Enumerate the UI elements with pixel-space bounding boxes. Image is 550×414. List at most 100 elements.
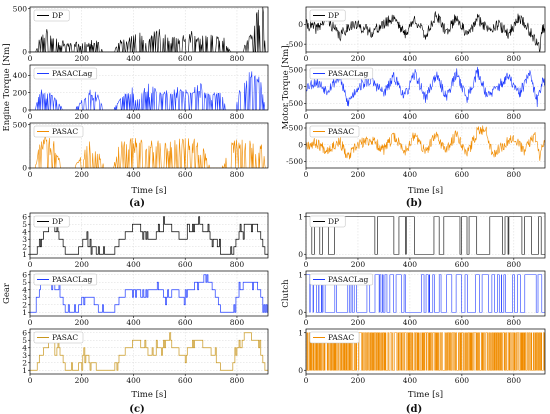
x-tick-label: 200	[75, 54, 90, 63]
series-line	[306, 66, 545, 108]
series-dp	[306, 11, 545, 52]
x-tick-label: 400	[403, 376, 418, 385]
y-tick-label: 0	[22, 48, 27, 57]
series-line	[30, 332, 268, 371]
axes-frame	[305, 64, 546, 111]
x-tick-label: 0	[304, 260, 309, 269]
y-axis-label: Motor Torque [Nm]	[281, 45, 291, 129]
y-tick-label: 0	[298, 82, 303, 91]
legend-box	[309, 125, 360, 138]
series-pasaclag	[306, 66, 545, 108]
series-line	[30, 136, 268, 168]
x-tick-label: 400	[126, 260, 141, 269]
panel-a: Engine Torque [Nm] Time [s] 0 500 0 200 400 600…	[2, 4, 269, 196]
legend-box	[33, 125, 84, 138]
y-tick-label: 5	[22, 220, 27, 229]
y-tick-label: 6	[22, 270, 27, 279]
x-tick-label: 800	[507, 376, 522, 385]
legend-box	[309, 331, 360, 344]
subplot-pasaclag: 0 200 400 0 200 400 600 800 PASACLag	[13, 64, 269, 121]
x-tick-label: 0	[304, 112, 309, 121]
subplot-dp: 0 500 0 200 400 600 800 DP	[13, 4, 269, 63]
series-line	[306, 274, 545, 313]
x-tick-label: 200	[351, 170, 366, 179]
x-tick-label: 600	[178, 376, 193, 385]
y-tick-label: 1	[22, 308, 27, 317]
y-tick-label: 0	[22, 106, 27, 115]
series-line	[30, 274, 268, 313]
series-dp	[30, 7, 268, 52]
y-tick-label: 0	[298, 140, 303, 149]
x-tick-label: 200	[75, 112, 90, 121]
x-tick-label: 400	[126, 54, 141, 63]
y-tick-label: 1	[298, 212, 303, 221]
x-tick-label: 0	[304, 376, 309, 385]
panel-label-d: (d)	[406, 404, 422, 414]
y-tick-label: 5	[22, 336, 27, 345]
x-tick-label: 800	[230, 318, 245, 327]
series-pasaclag	[30, 274, 268, 313]
y-tick-label: -500	[286, 99, 303, 108]
y-tick-label: 500	[13, 120, 28, 129]
x-tick-label: 600	[178, 170, 193, 179]
series-pasac	[30, 136, 268, 168]
x-tick-label: 200	[351, 54, 366, 63]
x-tick-label: 400	[126, 170, 141, 179]
x-tick-label: 400	[403, 170, 418, 179]
x-tick-label: 800	[230, 376, 245, 385]
x-tick-label: 400	[126, 112, 141, 121]
legend-label: PASACLag	[328, 69, 369, 78]
y-tick-label: 4	[22, 285, 27, 294]
axes-frame	[305, 122, 546, 169]
x-tick-label: 200	[75, 260, 90, 269]
legend-label: PASAC	[52, 127, 78, 136]
x-tick-label: 0	[28, 260, 33, 269]
x-tick-label: 0	[28, 318, 33, 327]
legend-box	[309, 9, 346, 22]
x-tick-label: 600	[178, 112, 193, 121]
x-tick-label: 200	[351, 376, 366, 385]
x-tick-label: 600	[178, 318, 193, 327]
series-line	[30, 216, 268, 255]
y-tick-label: 2	[22, 242, 27, 251]
x-axis-label: Time [s]	[131, 186, 166, 196]
y-tick-label: 200	[13, 88, 28, 97]
y-tick-label: 500	[13, 4, 28, 13]
y-tick-label: 6	[22, 212, 27, 221]
y-tick-label: 2	[22, 358, 27, 367]
x-tick-label: 400	[403, 260, 418, 269]
x-tick-label: 400	[403, 318, 418, 327]
x-tick-label: 800	[230, 54, 245, 63]
x-tick-label: 600	[178, 54, 193, 63]
x-tick-label: 400	[403, 54, 418, 63]
x-tick-label: 0	[304, 170, 309, 179]
y-axis-label: Engine Torque [Nm]	[2, 43, 12, 131]
legend-box	[309, 273, 374, 286]
y-tick-label: 4	[22, 343, 27, 352]
x-tick-label: 200	[75, 318, 90, 327]
legend-label: PASAC	[328, 127, 354, 136]
x-tick-label: 800	[507, 260, 522, 269]
x-tick-label: 200	[351, 318, 366, 327]
legend-label: PASAC	[328, 333, 354, 342]
legend-label: PASACLag	[52, 275, 93, 284]
x-axis-label: Time [s]	[408, 186, 443, 196]
axes-frame	[305, 328, 546, 375]
x-tick-label: 800	[230, 170, 245, 179]
series-pasac	[30, 332, 268, 371]
panel-label-c: (c)	[129, 404, 145, 414]
y-tick-label: 1	[22, 250, 27, 259]
series-line	[306, 11, 545, 52]
legend-label: DP	[52, 11, 63, 20]
x-tick-label: 200	[351, 260, 366, 269]
legend-box	[309, 215, 346, 228]
x-tick-label: 0	[28, 376, 33, 385]
x-tick-label: 600	[455, 54, 470, 63]
y-tick-label: 3	[22, 293, 27, 302]
